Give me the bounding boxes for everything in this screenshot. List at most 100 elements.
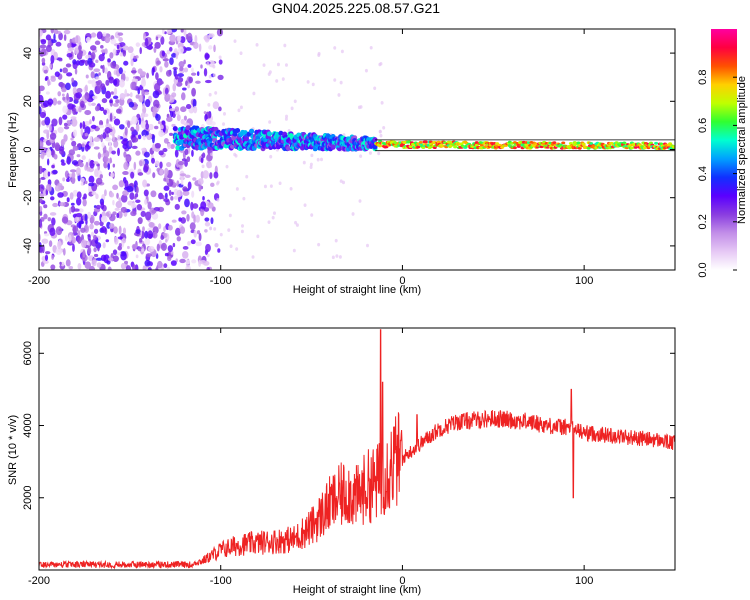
snr-y-label: SNR (10 * v/v) [7, 415, 19, 485]
spectrogram-cell [174, 203, 180, 210]
spectrogram-cell [271, 215, 275, 220]
spectrogram-cell [45, 251, 51, 255]
spectrogram-cell [78, 162, 84, 168]
y-tick-label: 6000 [22, 341, 34, 365]
spectrogram-cell [88, 90, 94, 99]
spectrogram-cell [155, 72, 159, 80]
spectrogram-cell [60, 159, 65, 164]
x-tick-label: -100 [210, 275, 232, 287]
spectrogram-cell [164, 31, 167, 35]
snr-x-ticks: -200 -100 0 100 [28, 328, 593, 587]
spectrogram-cell [178, 161, 185, 166]
spectrogram-cell [66, 156, 71, 165]
spectrogram-cell [72, 59, 77, 65]
spectrogram-cell [76, 87, 83, 94]
spectrogram-cell [204, 79, 212, 84]
spectrogram-cell [239, 105, 243, 110]
spectrogram-cell [152, 231, 158, 239]
spectrogram-cell [41, 238, 49, 244]
spectrogram-cell [169, 46, 173, 52]
spectrogram-cell [104, 67, 108, 75]
spectrogram-cell [89, 214, 95, 224]
spectrogram-cell [294, 220, 298, 225]
spectrogram-cell [115, 99, 120, 104]
spectrogram-cell [145, 123, 150, 130]
spectrogram-cell [78, 106, 82, 113]
spectrogram-cell [68, 149, 76, 156]
spectrogram-cell [380, 101, 384, 105]
spectrogram-cell [72, 107, 77, 115]
spectrogram-cell [201, 152, 206, 159]
spectrogram-cell [94, 40, 101, 46]
spectrogram-cell [155, 36, 159, 41]
spectrogram-cell [154, 160, 160, 167]
spectrogram-cell [109, 112, 113, 122]
spectrogram-cell [140, 120, 147, 129]
spectrogram-cell [164, 87, 169, 95]
spectrogram-cell [50, 39, 57, 44]
spectrogram-cell [182, 246, 189, 250]
spectrogram-cell [89, 159, 95, 169]
spectrogram-cell [112, 199, 115, 206]
spectrogram-cell [266, 131, 272, 137]
spectrogram-cell [129, 92, 133, 98]
spectrogram-cell [130, 210, 137, 217]
spectrogram-cell [123, 151, 127, 158]
spectrogram-cell [208, 74, 212, 79]
x-tick-label: -200 [28, 575, 50, 587]
spectrogram-cell [158, 223, 162, 230]
spectrogram-cell [55, 247, 63, 255]
spectrogram-cell [276, 62, 280, 67]
spectrogram-cell [204, 217, 210, 222]
spectrogram-cell [176, 35, 182, 42]
spectrogram-cell [50, 55, 55, 64]
spectrogram-cell [63, 29, 71, 35]
spectrogram-cell [48, 240, 53, 247]
spectrogram-cell [52, 202, 59, 208]
spectrogram-cell [135, 254, 139, 259]
spectrogram-cell [379, 133, 383, 138]
spectrogram-cell [53, 29, 59, 35]
spectrogram-cell [183, 115, 188, 121]
spectrogram-cell [130, 70, 137, 74]
colorbar-label: Normalized spectral amplitude [736, 76, 748, 224]
spectrogram-cell [576, 141, 581, 145]
spectrogram-cell [200, 157, 204, 164]
spectrogram-cell [120, 262, 126, 270]
spectrogram-cell [147, 201, 152, 210]
spectrogram-cell [176, 189, 183, 198]
spectrogram-cell [62, 114, 68, 120]
spectrogram-cell [93, 137, 100, 142]
spectrogram-cell [633, 145, 638, 149]
spectrogram-cell [180, 106, 187, 113]
spectrogram-cell [124, 126, 128, 136]
spectrogram-cell [161, 50, 166, 57]
spectrogram-cell [154, 125, 159, 130]
spectrogram-cell [183, 29, 187, 36]
spectrogram-cell [180, 119, 186, 125]
spectrogram-cell [99, 174, 103, 179]
spectrogram-cell [169, 57, 174, 66]
spectrogram-cell [139, 160, 143, 167]
colorbar-tick-label: 0.6 [697, 118, 709, 133]
spectrogram-cell [52, 97, 58, 106]
spectrogram-cell [110, 38, 117, 45]
spectrogram-cell [194, 35, 198, 44]
spectrogram-cell [193, 230, 197, 238]
spectrogram-cell [185, 33, 189, 40]
spectrogram-cell [88, 141, 95, 147]
spectrogram-cell [213, 227, 217, 231]
spectrogram-cell [96, 262, 102, 268]
spectrogram-cell [340, 49, 344, 54]
spectrogram-cell [87, 234, 91, 241]
spectrogram-cell [152, 172, 156, 179]
spectrogram-cell [57, 240, 62, 250]
spectrogram-cell [408, 145, 413, 149]
spectrogram-cell [46, 183, 52, 192]
spectrogram-cell [147, 246, 155, 252]
spectrogram-cell [206, 267, 211, 270]
spectrogram-cell [130, 171, 135, 179]
spectrogram-cell [185, 264, 191, 270]
spectrogram-cell [130, 58, 134, 67]
spectrogram-cell [552, 141, 557, 145]
